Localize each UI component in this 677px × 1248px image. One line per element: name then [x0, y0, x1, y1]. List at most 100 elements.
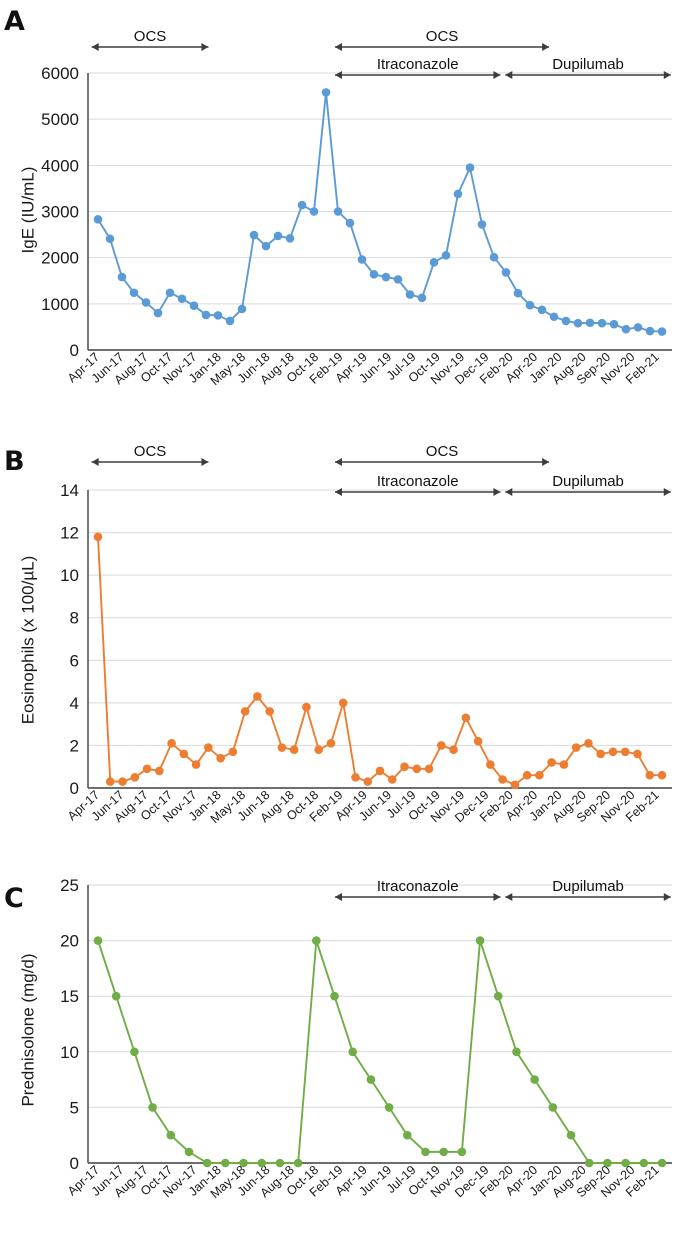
- data-point: [522, 770, 532, 780]
- treatment-annotation: Itraconazole: [334, 56, 501, 79]
- data-point: [155, 766, 164, 776]
- panel-letter-a: A: [4, 6, 25, 37]
- panel-letter-b: B: [4, 446, 25, 477]
- panel-a: A IgE (IU/mL) 0 1000 2000 3000 4000 5000 6000 A…: [0, 0, 677, 420]
- panel-b: B Eosinophils (x 100/µL) 0 2 4 6 8 10 12 14 Apr-…: [0, 440, 677, 840]
- data-point: [261, 241, 271, 251]
- annotation-label: Dupilumab: [552, 473, 624, 490]
- data-point: [117, 272, 127, 282]
- y-tick-label: 4: [70, 694, 79, 713]
- data-point: [297, 200, 307, 210]
- data-point: [513, 288, 523, 298]
- data-point: [489, 252, 499, 262]
- data-point: [184, 1147, 194, 1157]
- data-point: [510, 780, 520, 790]
- data-point: [357, 255, 367, 264]
- data-point: [549, 312, 559, 322]
- data-point: [257, 1158, 267, 1168]
- y-tick-label: 6: [70, 651, 79, 670]
- data-point: [512, 1047, 521, 1057]
- data-point: [93, 215, 103, 224]
- data-point: [639, 1158, 649, 1168]
- data-point: [177, 294, 187, 304]
- data-point: [417, 293, 427, 303]
- data-point: [141, 298, 151, 307]
- data-point: [221, 1158, 230, 1168]
- data-point: [387, 775, 397, 784]
- y-tick-label: 20: [60, 932, 79, 951]
- data-point: [530, 1075, 539, 1084]
- annotation-label: Itraconazole: [377, 878, 459, 895]
- data-point: [657, 1158, 667, 1168]
- data-point: [165, 288, 175, 298]
- data-point: [621, 324, 631, 334]
- data-point: [275, 1158, 285, 1168]
- treatment-annotation: Itraconazole: [334, 473, 501, 496]
- data-point: [400, 762, 409, 772]
- data-point: [473, 736, 483, 746]
- data-point: [424, 764, 434, 774]
- plot-b: 02468101214Apr-17Jun-17Aug-17Oct-17Nov-1…: [60, 443, 672, 826]
- data-point: [363, 777, 373, 786]
- data-point: [620, 747, 630, 757]
- annotation-label: OCS: [134, 28, 167, 45]
- data-point: [321, 88, 331, 97]
- annotation-label: OCS: [426, 28, 459, 45]
- y-tick-label: 4000: [41, 156, 79, 175]
- data-point: [537, 305, 547, 315]
- treatment-annotation: Dupilumab: [505, 56, 671, 79]
- plot-c: 0510152025Apr-17Jun-17Aug-17Oct-17Nov-17…: [60, 876, 672, 1201]
- y-tick-label: 1000: [41, 295, 79, 314]
- data-point: [457, 1147, 467, 1157]
- data-point: [437, 741, 446, 750]
- data-point: [130, 773, 140, 782]
- data-point: [213, 311, 223, 320]
- annotation-label: OCS: [134, 443, 167, 460]
- data-point: [596, 749, 605, 759]
- data-point: [189, 301, 199, 310]
- data-point: [645, 326, 655, 336]
- y-tick-label: 2: [70, 736, 79, 755]
- data-point: [351, 773, 360, 782]
- y-tick-label: 0: [70, 779, 79, 798]
- data-point: [338, 698, 348, 708]
- treatment-annotation: OCS: [334, 443, 550, 466]
- treatment-annotation: OCS: [91, 443, 209, 466]
- data-point: [239, 1158, 248, 1168]
- data-point: [597, 318, 607, 328]
- data-point: [216, 753, 225, 763]
- panel-c: C Prednisolone (mg/d) 0 5 10 15 20 25 Apr-17 Ju…: [0, 845, 677, 1248]
- data-point: [167, 739, 176, 748]
- data-point: [439, 1147, 448, 1157]
- treatment-annotation: Itraconazole: [334, 878, 501, 901]
- data-point: [535, 770, 544, 780]
- data-point: [429, 257, 439, 267]
- data-point: [166, 1130, 176, 1140]
- data-point: [566, 1130, 576, 1140]
- data-point: [93, 936, 103, 945]
- data-point: [498, 775, 507, 784]
- data-point: [548, 1103, 558, 1112]
- data-point: [366, 1075, 376, 1084]
- data-point: [179, 749, 189, 759]
- annotation-label: Itraconazole: [377, 473, 459, 490]
- data-point: [621, 1158, 630, 1168]
- data-point: [326, 739, 336, 748]
- data-point: [204, 743, 213, 752]
- data-point: [293, 1158, 303, 1168]
- data-point: [333, 207, 343, 216]
- data-point: [249, 230, 259, 240]
- data-point: [393, 275, 403, 284]
- data-point: [285, 233, 295, 243]
- data-point: [201, 310, 211, 320]
- y-tick-label: 0: [70, 341, 79, 360]
- data-point: [153, 308, 163, 318]
- data-point: [493, 991, 503, 1001]
- data-point: [130, 1047, 139, 1057]
- data-point: [375, 766, 385, 776]
- data-point: [573, 318, 583, 328]
- data-point: [559, 760, 569, 769]
- plot-a: 0100020003000400050006000Apr-17Jun-17Aug…: [41, 28, 672, 388]
- data-point: [645, 770, 655, 780]
